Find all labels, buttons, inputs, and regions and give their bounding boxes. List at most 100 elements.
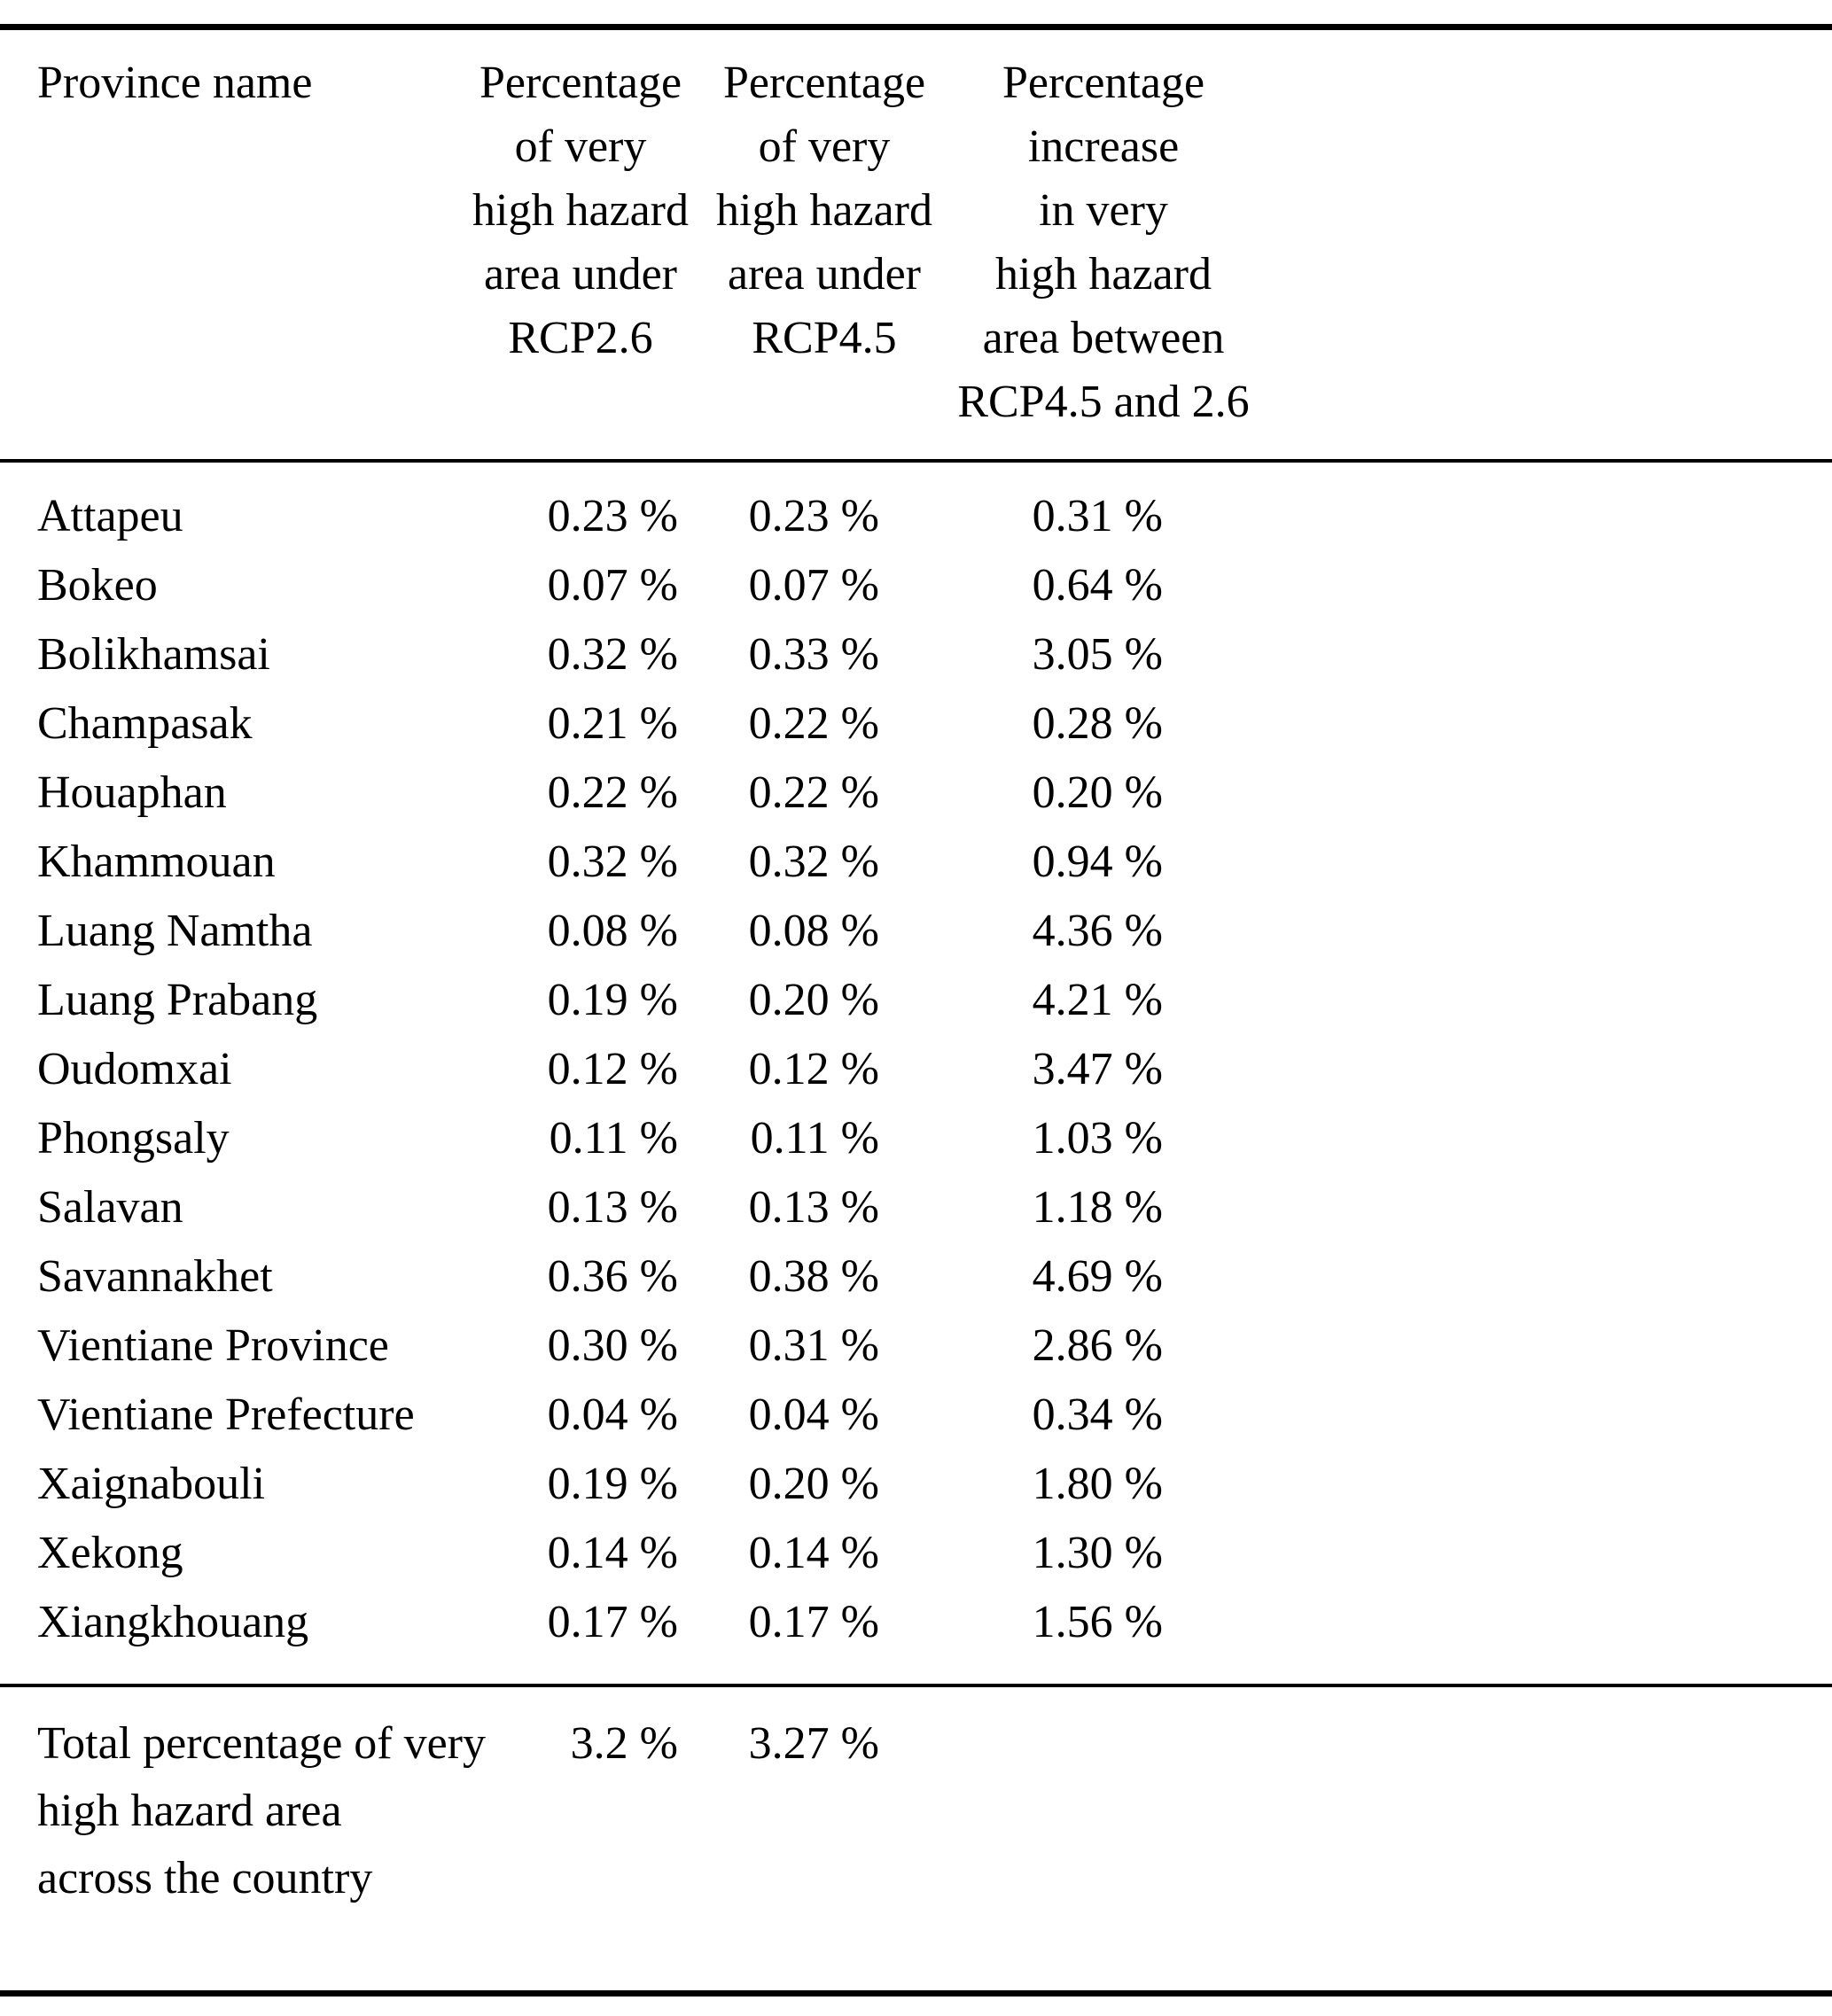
table-total-row: Total percentage of very high hazard are… bbox=[0, 1687, 1832, 1990]
increase-value: 0.64 % bbox=[1032, 560, 1163, 611]
province-name: Khammouan bbox=[37, 837, 276, 887]
rcp26-value: 0.04 % bbox=[547, 1389, 678, 1440]
province-name: Xaignabouli bbox=[37, 1459, 266, 1509]
table-total-rule bbox=[0, 1684, 1832, 1687]
rcp45-value: 0.32 % bbox=[748, 837, 879, 887]
table-row: Luang Namtha 0.08 % 0.08 % 4.36 % bbox=[0, 897, 1832, 966]
province-name: Phongsaly bbox=[37, 1113, 230, 1164]
rcp45-value: 0.13 % bbox=[748, 1182, 879, 1233]
header-rcp26: Percentage of very high hazard area unde… bbox=[472, 58, 690, 363]
rcp26-value: 0.19 % bbox=[547, 975, 678, 1025]
increase-value: 0.20 % bbox=[1032, 767, 1163, 818]
rcp45-value: 0.23 % bbox=[748, 491, 879, 541]
increase-value: 0.34 % bbox=[1032, 1389, 1163, 1440]
table-header: Province name Percentage of very high ha… bbox=[0, 30, 1832, 459]
rcp45-value: 0.33 % bbox=[748, 629, 879, 680]
increase-value: 4.69 % bbox=[1032, 1251, 1163, 1302]
rcp26-value: 0.23 % bbox=[547, 491, 678, 541]
increase-value: 3.05 % bbox=[1032, 629, 1163, 680]
total-rcp26-value: 3.2 % bbox=[570, 1718, 678, 1769]
rcp26-value: 0.21 % bbox=[547, 698, 678, 749]
table-row: Phongsaly 0.11 % 0.11 % 1.03 % bbox=[0, 1104, 1832, 1173]
increase-value: 0.28 % bbox=[1032, 698, 1163, 749]
rcp45-value: 0.17 % bbox=[748, 1597, 879, 1647]
province-name: Xiangkhouang bbox=[37, 1597, 309, 1647]
table-body: Attapeu 0.23 % 0.23 % 0.31 % Bokeo 0.07 … bbox=[0, 463, 1832, 1684]
table-row: Bolikhamsai 0.32 % 0.33 % 3.05 % bbox=[0, 620, 1832, 689]
table-header-rule bbox=[0, 459, 1832, 463]
header-increase: Percentage increase in very high hazard … bbox=[957, 58, 1250, 427]
table-row: Savannakhet 0.36 % 0.38 % 4.69 % bbox=[0, 1242, 1832, 1312]
table-row: Xaignabouli 0.19 % 0.20 % 1.80 % bbox=[0, 1450, 1832, 1519]
increase-value: 1.56 % bbox=[1032, 1597, 1163, 1647]
province-name: Houaphan bbox=[37, 767, 227, 818]
province-name: Champasak bbox=[37, 698, 253, 749]
table-row: Bokeo 0.07 % 0.07 % 0.64 % bbox=[0, 551, 1832, 620]
rcp26-value: 0.22 % bbox=[547, 767, 678, 818]
province-name: Vientiane Province bbox=[37, 1320, 389, 1371]
table-row: Khammouan 0.32 % 0.32 % 0.94 % bbox=[0, 828, 1832, 897]
table-row: Luang Prabang 0.19 % 0.20 % 4.21 % bbox=[0, 966, 1832, 1035]
increase-value: 1.80 % bbox=[1032, 1459, 1163, 1509]
increase-value: 4.21 % bbox=[1032, 975, 1163, 1025]
table-row: Vientiane Prefecture 0.04 % 0.04 % 0.34 … bbox=[0, 1381, 1832, 1450]
province-name: Luang Prabang bbox=[37, 975, 318, 1025]
rcp26-value: 0.13 % bbox=[547, 1182, 678, 1233]
increase-value: 1.03 % bbox=[1032, 1113, 1163, 1164]
table-bottom-rule bbox=[0, 1990, 1832, 1997]
increase-value: 0.31 % bbox=[1032, 491, 1163, 541]
province-name: Bolikhamsai bbox=[37, 629, 270, 680]
increase-value: 4.36 % bbox=[1032, 906, 1163, 956]
table-row: Xekong 0.14 % 0.14 % 1.30 % bbox=[0, 1519, 1832, 1588]
table-row: Oudomxai 0.12 % 0.12 % 3.47 % bbox=[0, 1035, 1832, 1104]
rcp26-value: 0.17 % bbox=[547, 1597, 678, 1647]
table-row: Xiangkhouang 0.17 % 0.17 % 1.56 % bbox=[0, 1588, 1832, 1657]
province-name: Xekong bbox=[37, 1528, 183, 1578]
rcp45-value: 0.04 % bbox=[748, 1389, 879, 1440]
rcp26-value: 0.32 % bbox=[547, 837, 678, 887]
province-name: Vientiane Prefecture bbox=[37, 1389, 415, 1440]
rcp26-value: 0.08 % bbox=[547, 906, 678, 956]
header-rcp45: Percentage of very high hazard area unde… bbox=[715, 58, 933, 363]
increase-value: 2.86 % bbox=[1032, 1320, 1163, 1371]
table-row: Attapeu 0.23 % 0.23 % 0.31 % bbox=[0, 482, 1832, 551]
rcp26-value: 0.11 % bbox=[549, 1113, 678, 1164]
table-row: Champasak 0.21 % 0.22 % 0.28 % bbox=[0, 689, 1832, 759]
province-name: Attapeu bbox=[37, 491, 183, 541]
rcp45-value: 0.22 % bbox=[748, 698, 879, 749]
rcp26-value: 0.36 % bbox=[547, 1251, 678, 1302]
rcp45-value: 0.11 % bbox=[750, 1113, 879, 1164]
province-name: Oudomxai bbox=[37, 1044, 232, 1094]
rcp45-value: 0.07 % bbox=[748, 560, 879, 611]
increase-value: 1.18 % bbox=[1032, 1182, 1163, 1233]
increase-value: 1.30 % bbox=[1032, 1528, 1163, 1578]
rcp45-value: 0.22 % bbox=[748, 767, 879, 818]
rcp45-value: 0.08 % bbox=[748, 906, 879, 956]
rcp45-value: 0.38 % bbox=[748, 1251, 879, 1302]
province-name: Salavan bbox=[37, 1182, 183, 1233]
rcp26-value: 0.12 % bbox=[547, 1044, 678, 1094]
rcp45-value: 0.14 % bbox=[748, 1528, 879, 1578]
rcp26-value: 0.19 % bbox=[547, 1459, 678, 1509]
table-row: Vientiane Province 0.30 % 0.31 % 2.86 % bbox=[0, 1312, 1832, 1381]
header-province-name: Province name bbox=[37, 58, 313, 108]
province-name: Savannakhet bbox=[37, 1251, 273, 1302]
province-name: Luang Namtha bbox=[37, 906, 313, 956]
rcp26-value: 0.30 % bbox=[547, 1320, 678, 1371]
rcp45-value: 0.20 % bbox=[748, 1459, 879, 1509]
rcp26-value: 0.14 % bbox=[547, 1528, 678, 1578]
rcp45-value: 0.20 % bbox=[748, 975, 879, 1025]
rcp45-value: 0.31 % bbox=[748, 1320, 879, 1371]
rcp45-value: 0.12 % bbox=[748, 1044, 879, 1094]
rcp26-value: 0.32 % bbox=[547, 629, 678, 680]
table-row: Houaphan 0.22 % 0.22 % 0.20 % bbox=[0, 759, 1832, 828]
table-top-rule bbox=[0, 24, 1832, 30]
total-label: Total percentage of very high hazard are… bbox=[37, 1718, 486, 1903]
total-rcp45-value: 3.27 % bbox=[748, 1718, 879, 1769]
province-name: Bokeo bbox=[37, 560, 158, 611]
table-row: Salavan 0.13 % 0.13 % 1.18 % bbox=[0, 1173, 1832, 1242]
increase-value: 0.94 % bbox=[1032, 837, 1163, 887]
increase-value: 3.47 % bbox=[1032, 1044, 1163, 1094]
rcp26-value: 0.07 % bbox=[547, 560, 678, 611]
